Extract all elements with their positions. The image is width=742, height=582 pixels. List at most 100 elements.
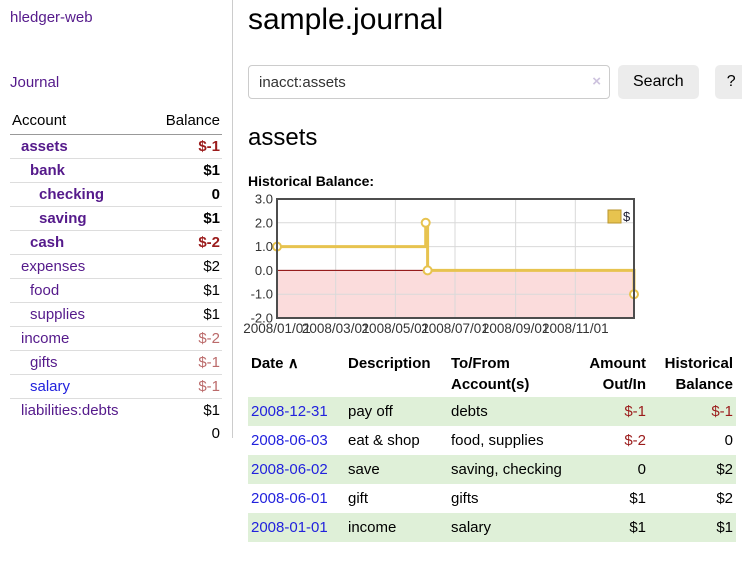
- transaction-balance: $-1: [711, 403, 733, 420]
- account-balance: $-2: [148, 326, 222, 351]
- transaction-date-link[interactable]: 2008-06-03: [251, 432, 328, 449]
- transaction-date-link[interactable]: 2008-12-31: [251, 403, 328, 420]
- sidebar: hledger-web Journal Account Balance asse…: [0, 0, 233, 442]
- transaction-balance: $1: [716, 519, 733, 536]
- chart-y-tick-label: 0.0: [255, 263, 273, 278]
- register-header-row: Date ∧ Description To/From Account(s) Am…: [248, 351, 736, 397]
- account-balance: $1: [148, 278, 222, 303]
- help-button[interactable]: ?: [714, 65, 742, 99]
- transaction-date-link[interactable]: 2008-06-02: [251, 461, 328, 478]
- register-table-body: 2008-12-31 pay off debts $-1 $-1 2008-06-03 ea…: [248, 397, 736, 542]
- chart-y-tick-label: 1.0: [255, 239, 273, 254]
- account-balance: $2: [148, 254, 222, 279]
- account-heading: assets: [248, 124, 318, 151]
- register-row: 2008-06-01 gift gifts $1 $2: [248, 484, 736, 513]
- chart-x-tick-label: 2008/11/01: [542, 321, 609, 336]
- main-content: sample.journal × Search ? assets Histori…: [243, 0, 742, 542]
- transaction-date-link[interactable]: 2008-01-01: [251, 519, 328, 536]
- transaction-amount: $1: [629, 490, 646, 507]
- chart-plot-border: [276, 198, 635, 319]
- transaction-accounts: salary: [451, 519, 492, 536]
- register-row: 2008-12-31 pay off debts $-1 $-1: [248, 397, 736, 426]
- account-balance: $1: [148, 302, 222, 327]
- account-link[interactable]: salary: [30, 378, 71, 395]
- account-row: bank $1: [10, 158, 222, 183]
- register-table: Date ∧ Description To/From Account(s) Am…: [248, 351, 736, 542]
- account-link[interactable]: assets: [21, 138, 68, 155]
- date-column-header[interactable]: Date ∧: [251, 355, 299, 372]
- historical-balance-chart: 3.0 2.0 1.0 0.0 -1.0 -2.0 2008/01/01 2008/03/01…: [243, 192, 736, 338]
- brand-link[interactable]: hledger-web: [10, 9, 93, 26]
- account-balance: $-1: [148, 374, 222, 399]
- balance-col-header: Balance: [148, 108, 222, 135]
- account-row: salary $-1: [10, 374, 222, 399]
- account-row: supplies $1: [10, 302, 222, 327]
- app-brand: hledger-web: [10, 9, 222, 27]
- chart-x-tick-label: 2008/05/01: [362, 321, 430, 336]
- transaction-amount: $-1: [624, 403, 646, 420]
- chart-data-point: [420, 217, 431, 228]
- account-link[interactable]: supplies: [30, 306, 86, 323]
- chart-y-tick-label: -1.0: [251, 287, 273, 302]
- chart-y-tick-label: -2.0: [251, 311, 273, 326]
- account-row: checking 0: [10, 182, 222, 207]
- account-balance: $1: [148, 398, 222, 422]
- account-link[interactable]: bank: [30, 162, 66, 179]
- search-button[interactable]: Search: [618, 65, 699, 99]
- account-balance: $-1: [148, 350, 222, 375]
- register-row: 2008-06-02 save saving, checking 0 $2: [248, 455, 736, 484]
- chart-title: Historical Balance:: [248, 173, 375, 189]
- chart-x-tick-label: 2008/03/01: [302, 321, 370, 336]
- register-row: 2008-06-03 eat & shop food, supplies $-2 0: [248, 426, 736, 455]
- account-row: gifts $-1: [10, 350, 222, 375]
- transaction-balance: 0: [724, 432, 733, 449]
- chart-legend-label: $: [623, 209, 631, 224]
- account-balance: $1: [148, 158, 222, 183]
- account-balance: 0: [148, 182, 222, 207]
- clear-search-icon[interactable]: ×: [592, 73, 601, 90]
- transaction-description: income: [348, 519, 397, 536]
- transaction-amount: 0: [637, 461, 646, 478]
- account-link[interactable]: checking: [39, 186, 105, 203]
- account-row: liabilities:debts $1: [10, 398, 222, 422]
- account-link[interactable]: saving: [39, 210, 87, 227]
- transaction-accounts: food, supplies: [451, 432, 544, 449]
- sidebar-item-journal[interactable]: Journal: [10, 74, 60, 91]
- account-balance: $-1: [198, 138, 220, 155]
- account-row: saving $1: [10, 206, 222, 231]
- transaction-description: eat & shop: [348, 432, 420, 449]
- page-title: sample.journal: [248, 3, 444, 36]
- transaction-date-link[interactable]: 2008-06-01: [251, 490, 328, 507]
- account-link[interactable]: income: [21, 330, 70, 347]
- search-input-wrap: ×: [248, 65, 610, 99]
- sidebar-nav: Journal: [10, 74, 222, 92]
- transaction-description: pay off: [348, 403, 393, 420]
- accounts-total-row: 0: [10, 422, 222, 445]
- transaction-amount: $1: [629, 519, 646, 536]
- accounts-table-body: assets $-1 bank $1 checking 0 saving $1 cash $-2 e…: [10, 135, 222, 422]
- accounts-total-value: 0: [211, 425, 220, 442]
- chart-y-tick-label: 3.0: [255, 192, 273, 207]
- chart-x-tick-label: 2008/09/01: [482, 321, 550, 336]
- chart-data-point: [422, 265, 433, 276]
- account-link[interactable]: cash: [30, 234, 65, 251]
- chart-x-tick-label: 2008/07/01: [421, 321, 489, 336]
- account-link[interactable]: food: [30, 282, 60, 299]
- description-column-header: Description: [348, 355, 431, 372]
- balance-column-header: Historical Balance: [664, 355, 733, 393]
- account-row: income $-2: [10, 326, 222, 351]
- account-link[interactable]: liabilities:debts: [21, 402, 119, 419]
- account-link[interactable]: gifts: [30, 354, 58, 371]
- search-input[interactable]: [248, 65, 610, 99]
- register-row: 2008-01-01 income salary $1 $1: [248, 513, 736, 542]
- chart-x-tick-label: 2008/01/01: [243, 321, 311, 336]
- transaction-accounts: gifts: [451, 490, 479, 507]
- account-balance: $1: [148, 206, 222, 231]
- amount-column-header: Amount Out/In: [589, 355, 646, 393]
- chart-y-tick-label: 2.0: [255, 215, 273, 230]
- transaction-accounts: saving, checking: [451, 461, 562, 478]
- account-row: assets $-1: [10, 135, 222, 159]
- accounts-table: Account Balance assets $-1 bank $1 checking 0…: [10, 108, 222, 445]
- account-link[interactable]: expenses: [21, 258, 86, 275]
- transaction-description: save: [348, 461, 380, 478]
